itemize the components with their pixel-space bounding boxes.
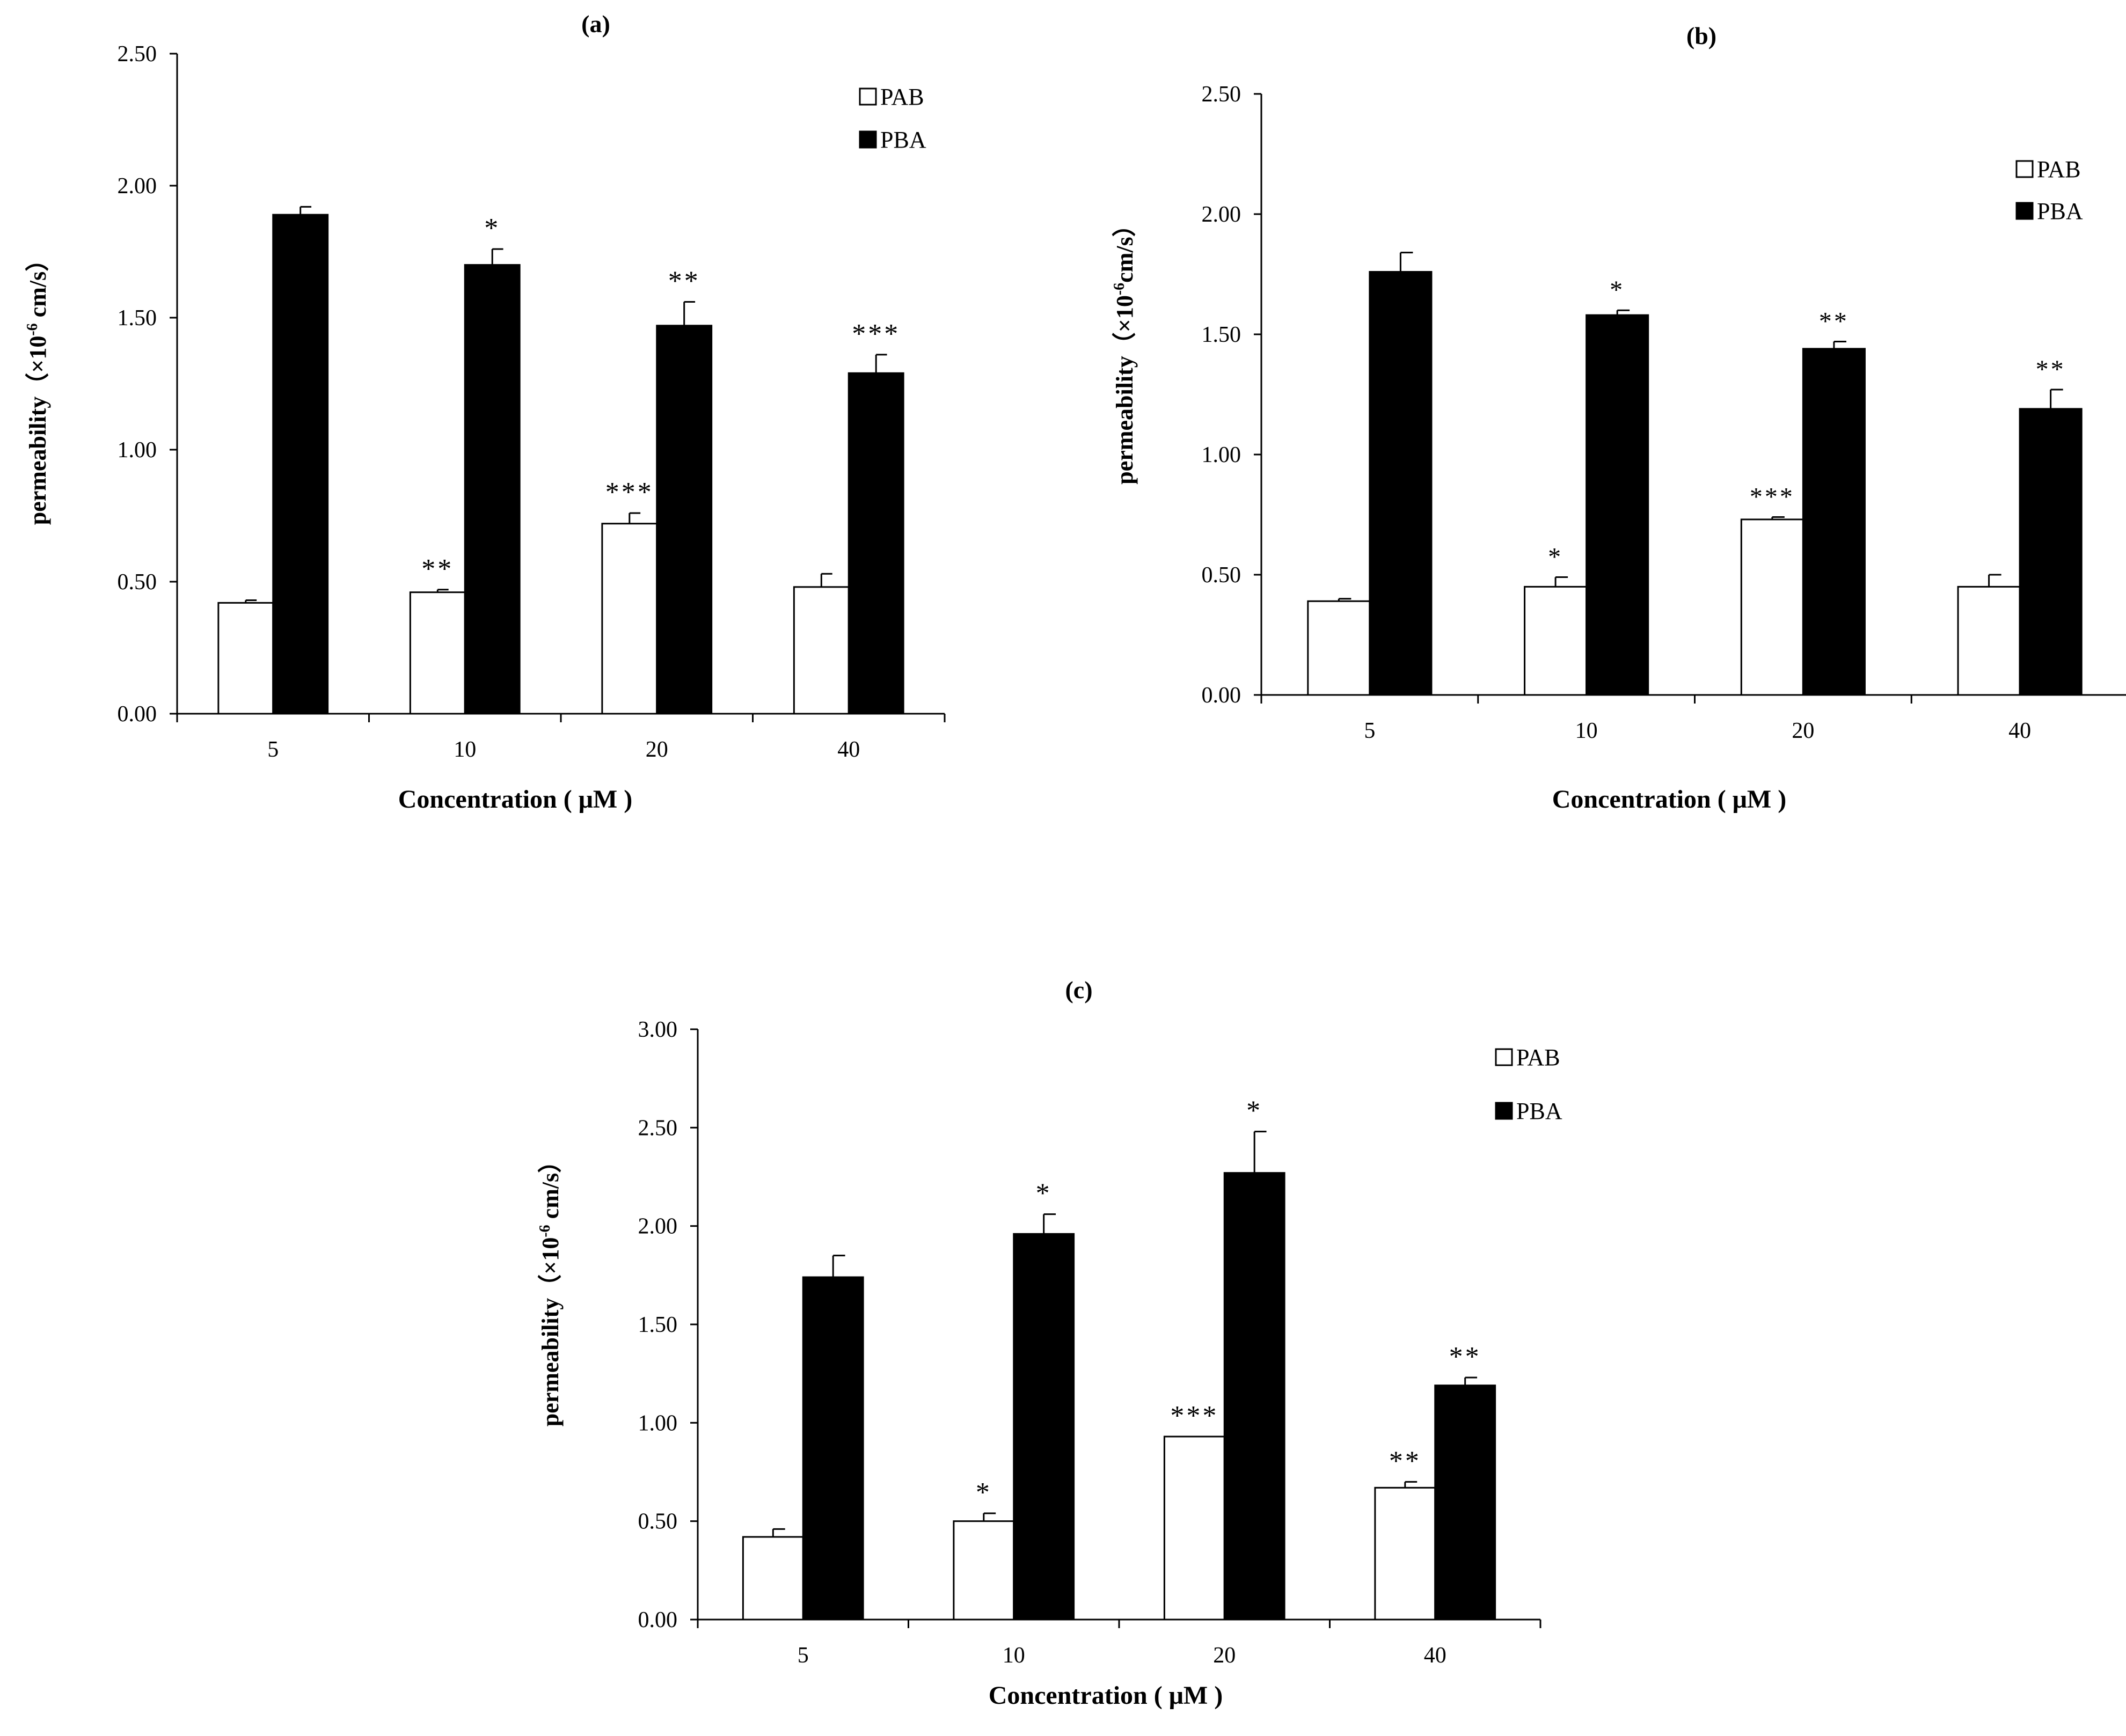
- bar-pab: [1524, 585, 1588, 696]
- x-tick-label: 20: [646, 737, 668, 762]
- y-tick-label: 0.50: [118, 570, 157, 595]
- significance-label: ***: [605, 477, 654, 508]
- x-tick-label: 40: [1424, 1643, 1446, 1668]
- chart-title: (b): [1686, 22, 1716, 49]
- legend-label: PBA: [2037, 198, 2083, 224]
- bar-pba: [1369, 271, 1433, 696]
- x-axis-label: Concentration ( μM ): [398, 785, 632, 814]
- x-tick-label: 20: [1213, 1643, 1236, 1668]
- legend-label: PBA: [880, 127, 926, 153]
- significance-label: *: [1036, 1178, 1052, 1209]
- y-axis-label: permeability（×10-6cm/s）: [1111, 213, 1138, 484]
- significance-label: ***: [1750, 482, 1795, 511]
- bar-pab: [793, 586, 850, 715]
- x-tick-label: 40: [837, 737, 860, 762]
- x-axis-label: Concentration ( μM ): [989, 1681, 1223, 1710]
- x-tick-label: 5: [1364, 719, 1375, 743]
- legend-swatch: [2015, 160, 2034, 178]
- y-tick-label: 2.50: [1202, 82, 1241, 107]
- y-tick-label: 2.00: [1202, 202, 1241, 227]
- significance-label: **: [1449, 1342, 1481, 1372]
- significance-label: *: [1246, 1096, 1262, 1126]
- y-tick-label: 1.00: [1202, 443, 1241, 467]
- x-tick-label: 40: [2008, 719, 2031, 743]
- legend-swatch: [859, 130, 877, 149]
- legend-label: PAB: [1516, 1044, 1560, 1071]
- bar-pab: [953, 1520, 1015, 1621]
- significance-label: **: [1389, 1446, 1421, 1476]
- x-tick-label: 10: [1575, 719, 1598, 743]
- bar-pba: [464, 264, 521, 715]
- legend-label: PAB: [2037, 156, 2081, 182]
- y-tick-label: 0.00: [118, 702, 157, 727]
- chart-panel-b: (b)0.000.501.001.502.002.505 10 20 40******…: [1111, 22, 2126, 814]
- y-tick-label: 3.00: [638, 1017, 678, 1042]
- significance-label: *: [1548, 543, 1563, 571]
- significance-label: ***: [852, 319, 900, 349]
- y-tick-label: 0.00: [1202, 683, 1241, 708]
- x-tick-label: 5: [798, 1643, 809, 1668]
- bar-pab: [1957, 585, 2021, 696]
- bar-pab: [217, 602, 274, 715]
- chart-panel-c: (c)0.000.501.001.502.002.503.005 10 20 40**…: [537, 976, 1562, 1710]
- significance-label: **: [668, 266, 700, 296]
- bar-pab: [409, 591, 466, 715]
- x-tick-label: 10: [454, 737, 476, 762]
- y-axis-label: permeability（×10-6 cm/s）: [24, 248, 51, 525]
- chart-title: (c): [1065, 976, 1092, 1003]
- chart-title: (a): [581, 10, 610, 38]
- significance-label: ***: [1170, 1401, 1218, 1431]
- x-tick-label: 10: [1003, 1643, 1025, 1668]
- y-tick-label: 2.50: [638, 1116, 678, 1140]
- bar-pba: [272, 214, 329, 715]
- bar-pba: [2019, 408, 2083, 696]
- legend-swatch: [1495, 1102, 1513, 1120]
- significance-label: *: [484, 213, 500, 244]
- y-tick-label: 1.00: [118, 438, 157, 463]
- bar-pab: [742, 1536, 804, 1621]
- bar-pba: [1223, 1172, 1285, 1621]
- bar-pab: [1740, 518, 1804, 696]
- x-tick-label: 5: [267, 737, 279, 762]
- legend-label: PBA: [1516, 1098, 1562, 1124]
- bar-pba: [1802, 348, 1866, 696]
- y-tick-label: 1.50: [118, 306, 157, 331]
- y-tick-label: 1.50: [638, 1313, 678, 1337]
- y-axis-label: permeability（×10-6 cm/s）: [537, 1149, 564, 1426]
- significance-label: *: [976, 1477, 992, 1508]
- bar-pab: [1307, 600, 1371, 696]
- bar-pba: [848, 372, 904, 715]
- y-tick-label: 1.00: [638, 1411, 678, 1435]
- y-tick-label: 2.50: [118, 42, 157, 67]
- bar-pab: [1374, 1486, 1436, 1621]
- x-axis-label: Concentration ( μM ): [1552, 785, 1786, 814]
- significance-label: **: [2036, 355, 2066, 384]
- bar-pab: [1163, 1435, 1225, 1621]
- bar-pba: [656, 325, 713, 715]
- chart-panel-a: (a)0.000.501.001.502.002.505 10 20 40******…: [24, 10, 946, 814]
- significance-label: **: [1819, 307, 1849, 335]
- y-tick-label: 0.00: [638, 1608, 678, 1632]
- bar-pba: [1586, 314, 1649, 696]
- y-tick-label: 2.00: [118, 174, 157, 199]
- legend-swatch: [1495, 1048, 1513, 1066]
- y-tick-label: 0.50: [1202, 563, 1241, 588]
- y-tick-label: 0.50: [638, 1510, 678, 1534]
- bar-pba: [1434, 1385, 1496, 1621]
- y-tick-label: 2.00: [638, 1214, 678, 1239]
- legend-swatch: [2015, 202, 2034, 220]
- legend-swatch: [859, 87, 877, 106]
- x-tick-label: 20: [1792, 719, 1814, 743]
- y-tick-label: 1.50: [1202, 323, 1241, 347]
- bar-pab: [601, 523, 658, 715]
- significance-label: *: [1610, 276, 1625, 304]
- bar-pba: [1013, 1233, 1075, 1621]
- significance-label: **: [421, 554, 454, 584]
- bar-pba: [802, 1276, 864, 1621]
- legend-label: PAB: [880, 84, 924, 110]
